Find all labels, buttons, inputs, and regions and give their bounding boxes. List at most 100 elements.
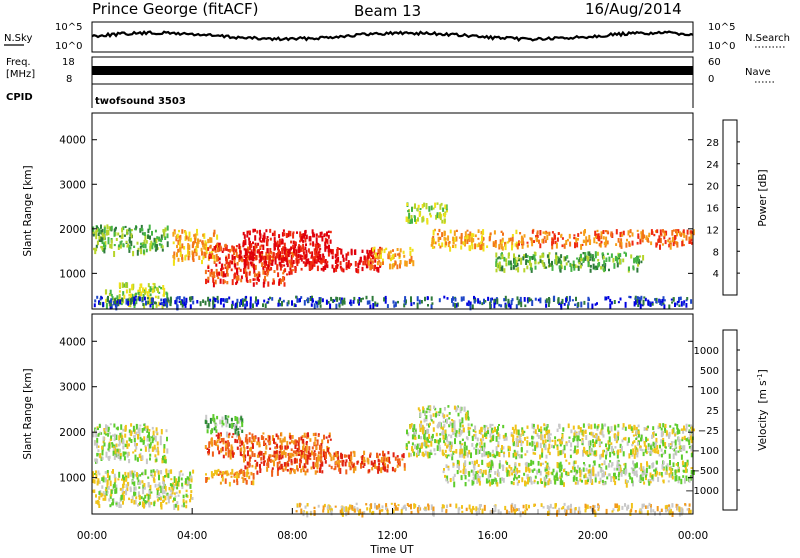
echo-cell — [659, 423, 661, 427]
echo-cell — [247, 472, 249, 474]
echo-cell — [318, 505, 320, 508]
echo-cell — [122, 282, 124, 288]
echo-cell — [566, 443, 568, 446]
echo-cell — [636, 268, 638, 273]
echo-cell — [180, 470, 182, 472]
echo-cell — [284, 282, 286, 287]
echo-cell — [413, 302, 415, 305]
echo-cell — [148, 502, 150, 505]
echo-cell — [149, 444, 151, 449]
echo-cell — [686, 438, 688, 441]
echo-cell — [434, 453, 436, 455]
echo-cell — [181, 229, 183, 234]
echo-cell — [146, 240, 148, 244]
echo-cell — [304, 448, 306, 452]
echo-cell — [212, 414, 214, 418]
echo-cell — [157, 451, 159, 456]
echo-cell — [208, 301, 210, 305]
echo-cell — [219, 257, 221, 260]
echo-cell — [149, 457, 151, 460]
echo-cell — [95, 470, 97, 473]
echo-cell — [278, 279, 280, 282]
echo-cell — [141, 455, 143, 460]
echo-cell — [675, 450, 677, 455]
echo-cell — [205, 420, 207, 424]
echo-cell — [441, 220, 443, 224]
echo-cell — [594, 460, 596, 465]
echo-cell — [238, 244, 240, 250]
echo-cell — [477, 438, 479, 442]
echo-cell — [160, 299, 162, 302]
echo-cell — [502, 238, 504, 241]
echo-cell — [229, 433, 231, 436]
echo-cell — [426, 441, 428, 446]
echo-cell — [276, 265, 278, 271]
echo-cell — [433, 427, 435, 432]
echo-cell — [678, 476, 680, 480]
echo-cell — [317, 464, 319, 470]
echo-cell — [247, 265, 249, 269]
echo-cell — [605, 258, 607, 263]
echo-cell — [215, 429, 217, 433]
echo-cell — [256, 255, 258, 260]
echo-cell — [355, 261, 357, 267]
echo-cell — [142, 303, 144, 306]
echo-cell — [656, 298, 658, 301]
echo-cell — [118, 456, 120, 460]
echo-cell — [650, 507, 652, 512]
echo-cell — [100, 225, 102, 229]
echo-cell — [662, 464, 664, 469]
echo-cell — [179, 241, 181, 245]
echo-cell — [125, 452, 127, 455]
echo-cell — [578, 425, 580, 429]
echo-cell — [237, 276, 239, 281]
echo-cell — [269, 448, 271, 450]
echo-cell — [222, 298, 224, 302]
echo-cell — [323, 234, 325, 237]
echo-cell — [210, 237, 212, 242]
echo-cell — [118, 472, 120, 478]
echo-cell — [102, 457, 104, 460]
echo-cell — [119, 290, 121, 292]
echo-cell — [658, 235, 660, 241]
echo-cell — [126, 245, 128, 247]
echo-cell — [142, 297, 144, 301]
echo-cell — [143, 503, 145, 509]
echo-cell — [595, 440, 597, 444]
echo-cell — [98, 504, 100, 508]
echo-cell — [376, 505, 378, 510]
echo-cell — [262, 432, 264, 434]
echo-cell — [515, 230, 517, 234]
echo-cell — [94, 458, 96, 461]
echo-cell — [525, 253, 527, 258]
echo-cell — [580, 244, 582, 250]
echo-cell — [450, 435, 452, 439]
echo-cell — [233, 480, 235, 483]
echo-cell — [289, 442, 291, 445]
echo-cell — [541, 452, 543, 458]
echo-cell — [226, 423, 228, 428]
echo-cell — [107, 433, 109, 437]
echo-cell — [439, 447, 441, 452]
echo-cell — [679, 446, 681, 450]
echo-cell — [269, 441, 271, 445]
echo-cell — [564, 454, 566, 458]
echo-cell — [321, 268, 323, 271]
echo-cell — [540, 443, 542, 448]
echo-cell — [560, 235, 562, 238]
echo-cell — [575, 239, 577, 243]
echo-cell — [637, 242, 639, 245]
echo-cell — [290, 241, 292, 244]
echo-cell — [163, 288, 165, 293]
echo-cell — [479, 481, 481, 486]
echo-cell — [484, 300, 486, 303]
echo-cell — [132, 480, 134, 482]
echo-cell — [242, 478, 244, 484]
echo-cell — [628, 437, 630, 443]
echo-cell — [409, 424, 411, 429]
echo-cell — [149, 236, 151, 240]
echo-cell — [121, 479, 123, 481]
echo-cell — [156, 431, 158, 433]
echo-cell — [640, 446, 642, 448]
echo-cell — [259, 230, 261, 236]
